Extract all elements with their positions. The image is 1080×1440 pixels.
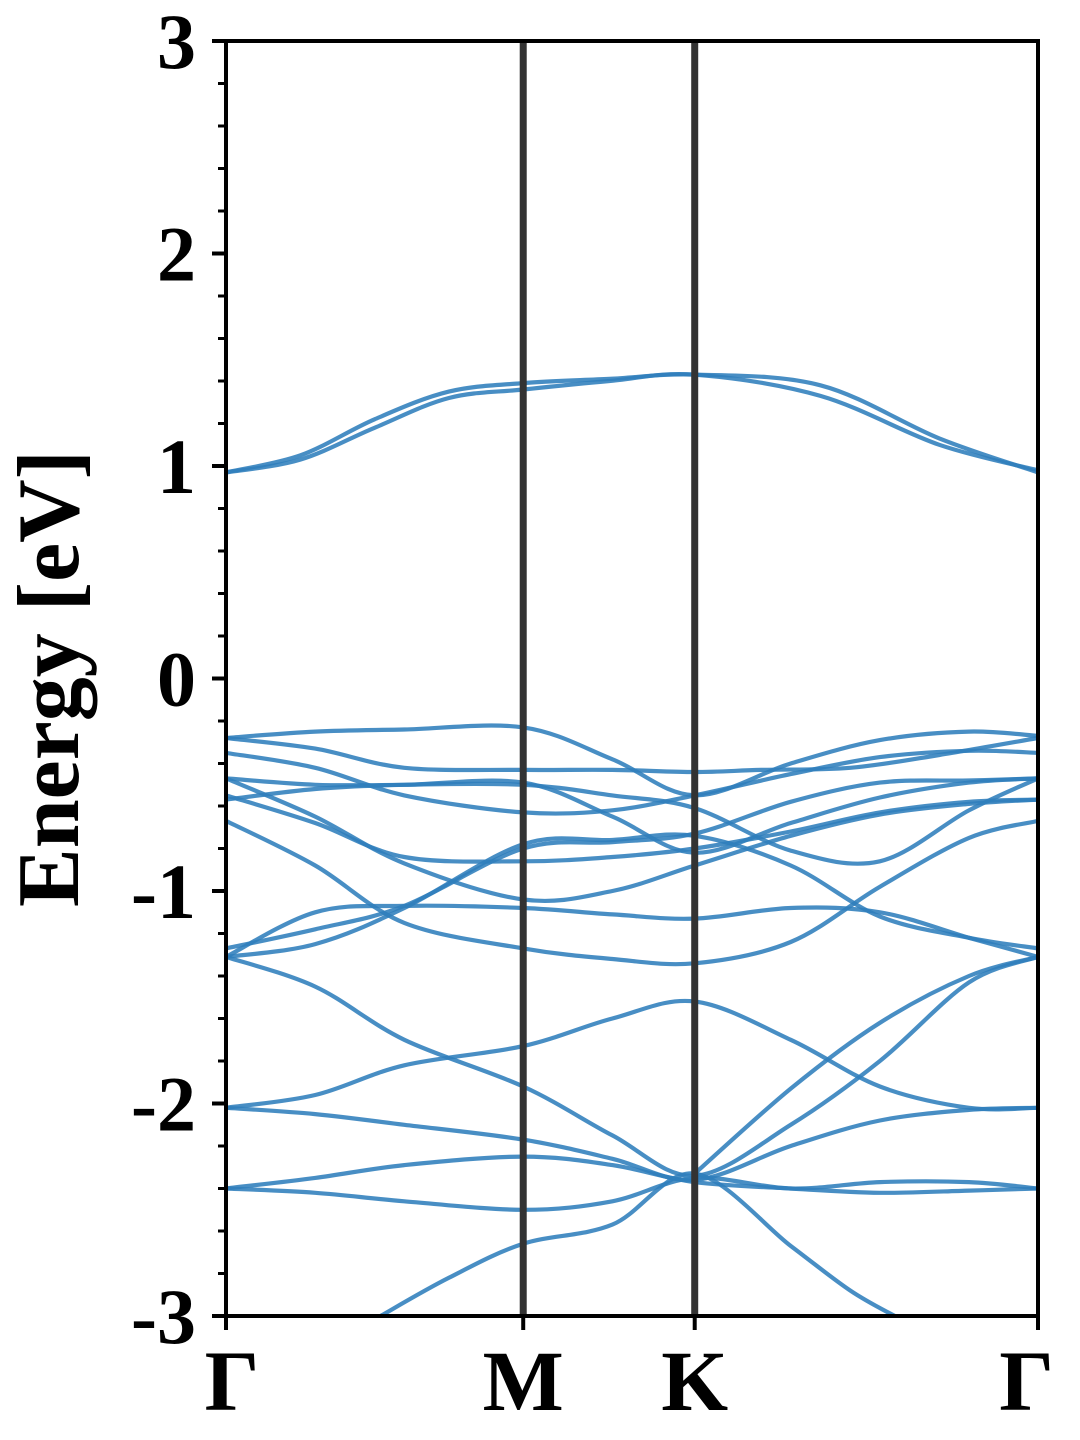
y-tick-label: 3 <box>157 0 196 85</box>
dividers-layer <box>519 41 699 1316</box>
band-line-19 <box>378 1171 897 1316</box>
band-line-4 <box>226 735 1038 775</box>
band-line-18 <box>226 1175 1038 1212</box>
band-line-11 <box>226 832 1038 959</box>
y-tick-label: -2 <box>131 1061 196 1148</box>
x-tick-label: Γ <box>205 1333 260 1429</box>
band-line-17 <box>226 1154 1038 1195</box>
band-line-9 <box>226 776 1038 904</box>
band-line-7 <box>226 776 1038 866</box>
band-line-14 <box>226 954 1038 1178</box>
band-line-2 <box>226 372 1038 475</box>
y-tick-label: 1 <box>157 423 196 510</box>
band-line-5 <box>226 748 1038 816</box>
y-tick-label: 2 <box>157 211 196 298</box>
x-tick-label: Γ <box>999 1333 1054 1429</box>
band-line-3 <box>226 723 1038 798</box>
y-tick-label: 0 <box>157 636 196 723</box>
y-tick-label: -3 <box>131 1273 196 1360</box>
x-tick-label: K <box>661 1333 728 1429</box>
band-line-20 <box>692 954 1038 1176</box>
y-tick-label: -1 <box>131 848 196 935</box>
plot-frame <box>224 39 1040 1318</box>
band-line-1 <box>226 371 1038 475</box>
band-line-12 <box>226 818 1038 967</box>
band-line-15 <box>226 998 1038 1112</box>
band-line-13 <box>226 903 1038 959</box>
y-axis-title: Energy [eV] <box>1 450 98 907</box>
x-tick-label: M <box>483 1333 564 1429</box>
y-axis: 3 2 1 0 -1 -2 -3 <box>131 0 226 1360</box>
bands-layer <box>226 371 1038 1316</box>
band-line-10 <box>226 776 1038 951</box>
